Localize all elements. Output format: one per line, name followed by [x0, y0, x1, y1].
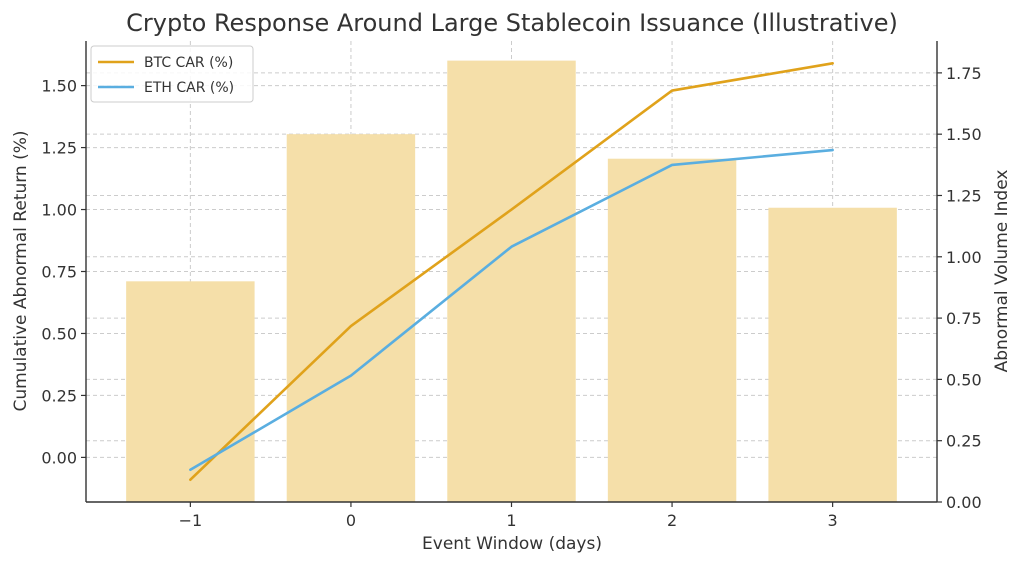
x-tick-label: 0 [346, 511, 356, 530]
left-tick-label: 0.00 [41, 448, 77, 467]
left-tick-label: 1.25 [41, 139, 77, 158]
left-tick-label: 0.75 [41, 263, 77, 282]
left-y-axis-label: Cumulative Abnormal Return (%) [11, 130, 31, 411]
volume-bar [607, 158, 737, 502]
left-tick-label: 1.00 [41, 201, 77, 220]
x-tick-label: 2 [667, 511, 677, 530]
right-tick-label: 1.50 [946, 125, 982, 144]
right-tick-label: 0.50 [946, 370, 982, 389]
right-tick-label: 0.75 [946, 309, 982, 328]
legend: BTC CAR (%) ETH CAR (%) [90, 45, 254, 103]
x-axis-label: Event Window (days) [422, 534, 602, 554]
legend-label: ETH CAR (%) [144, 80, 234, 96]
left-tick-label: 1.50 [41, 77, 77, 96]
volume-bar [286, 134, 416, 502]
left-tick-label: 0.50 [41, 324, 77, 343]
right-y-ticks: 0.00 0.25 0.50 0.75 1.00 1.25 1.50 1.75 [937, 64, 982, 512]
x-tick-label: 1 [506, 511, 516, 530]
volume-bar [126, 281, 255, 502]
left-y-ticks: 0.00 0.25 0.50 0.75 1.00 1.25 1.50 [41, 77, 86, 467]
right-tick-label: 1.75 [946, 64, 982, 83]
volume-bar [768, 207, 897, 502]
legend-label: BTC CAR (%) [144, 55, 233, 71]
right-tick-label: 0.00 [946, 493, 982, 512]
x-tick-label: −1 [179, 511, 203, 530]
volume-bars [126, 60, 897, 503]
x-ticks: −1 0 1 2 3 [179, 502, 838, 530]
left-tick-label: 0.25 [41, 386, 77, 405]
btc-car-line [189, 62, 834, 481]
right-tick-label: 1.25 [946, 186, 982, 205]
right-tick-label: 1.00 [946, 248, 982, 267]
car-lines [189, 62, 834, 481]
eth-car-line [189, 148, 834, 472]
x-tick-label: 3 [828, 511, 838, 530]
right-y-axis-label: Abnormal Volume Index [992, 170, 1012, 373]
right-tick-label: 0.25 [946, 432, 982, 451]
chart-title: Crypto Response Around Large Stablecoin … [126, 9, 898, 37]
